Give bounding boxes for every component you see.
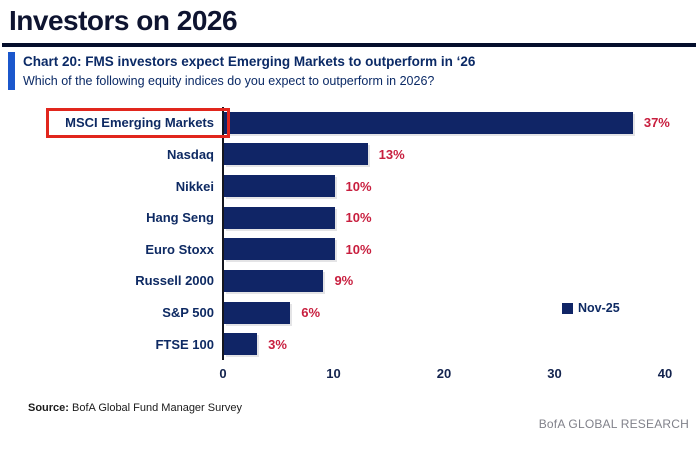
bar-row: Nasdaq 13% [0,139,698,171]
page-title: Investors on 2026 [9,5,238,36]
legend-swatch-icon [562,302,573,314]
category-label: MSCI Emerging Markets [65,115,214,131]
category-label: S&P 500 [162,305,214,321]
category-label: Euro Stoxx [145,241,214,257]
value-label: 10% [345,178,372,194]
x-axis-ticks: 0 10 20 30 40 [0,366,698,386]
source-label: Source: [28,402,69,414]
title-divider [2,43,696,47]
chart-title: Chart 20: FMS investors expect Emerging … [23,54,476,69]
bar [224,238,335,261]
bar [224,301,291,324]
category-label: Russell 2000 [135,273,214,289]
category-label: Hang Seng [146,210,214,226]
bar-row: Nikkei 10% [0,170,698,202]
value-label: 10% [345,241,372,257]
legend-label: Nov-25 [578,301,620,315]
value-label: 6% [301,305,321,321]
x-tick: 20 [436,366,452,381]
bar [224,143,368,166]
bar [224,206,335,229]
x-tick: 30 [547,366,562,381]
bar-row: Euro Stoxx 10% [0,234,698,266]
bar [224,175,335,198]
bar-row: Russell 2000 9% [0,265,698,297]
bar-track: 10% [224,202,698,234]
y-axis-line [222,107,224,360]
x-tick: 0 [219,366,227,381]
bar-row: Hang Seng 10% [0,202,698,234]
bar [224,111,633,134]
value-label: 3% [268,336,287,352]
bar-track: 37% [224,107,698,139]
category-label: Nasdaq [167,146,214,162]
bar-row: FTSE 100 3% [0,328,698,360]
bar-row: S&P 500 6% [0,297,698,329]
value-label: 37% [643,115,670,131]
bar-track: 10% [224,170,698,202]
chart-header-text: Chart 20: FMS investors expect Emerging … [23,52,475,90]
bar-track: 9% [224,265,698,297]
category-label: FTSE 100 [155,336,214,352]
bar [224,269,324,292]
bar-chart: MSCI Emerging Markets 37% Nasdaq 13% Nik… [0,107,698,360]
value-label: 13% [378,146,405,162]
value-label: 10% [345,210,372,226]
bar-track: 10% [224,234,698,266]
bar-track: 6% [224,297,698,329]
x-tick: 40 [657,366,673,381]
chart-header: Chart 20: FMS investors expect Emerging … [8,52,475,90]
bar-row: MSCI Emerging Markets 37% [0,107,698,139]
chart-subtitle: Which of the following equity indices do… [23,73,435,88]
value-label: 9% [334,273,354,289]
source-note: Source: BofA Global Fund Manager Survey [28,402,242,414]
category-label: Nikkei [175,178,214,194]
bar-track: 3% [224,328,698,360]
bar [224,333,258,356]
highlight-box [46,108,230,138]
source-text: BofA Global Fund Manager Survey [68,402,243,414]
x-tick: 10 [326,366,341,381]
accent-bar [8,52,15,90]
legend: Nov-25 [562,301,620,315]
bar-track: 13% [224,139,698,171]
bar-rows: MSCI Emerging Markets 37% Nasdaq 13% Nik… [0,107,698,360]
brand-mark: BofA GLOBAL RESEARCH [538,417,689,431]
